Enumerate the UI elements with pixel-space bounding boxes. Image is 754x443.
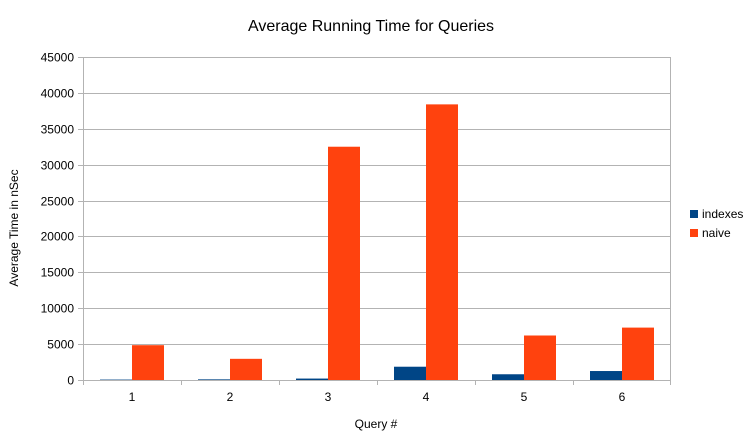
y-tick-label: 40000 [41,87,75,101]
legend-swatch-indexes [690,210,698,218]
y-tick-label: 15000 [41,266,75,280]
x-tick-label: 1 [129,390,136,404]
x-tick-label: 5 [521,390,528,404]
bar-indexes-5 [492,374,524,380]
legend-swatch-naive [690,229,698,237]
x-tick-label: 3 [325,390,332,404]
bar-naive-6 [622,327,654,380]
bar-indexes-6 [590,371,622,380]
bar-naive-5 [524,335,556,380]
x-tick-label: 6 [619,390,626,404]
bar-naive-1 [132,345,164,380]
y-tick-label: 35000 [41,123,75,137]
bar-naive-4 [426,104,458,380]
plot-frame [83,57,671,381]
gridlines [83,57,671,345]
bar-indexes-4 [394,366,426,380]
chart-title: Average Running Time for Queries [248,18,494,35]
axes: 0 5000 10000 15000 20000 25000 30000 35000 40000… [41,51,671,404]
y-tick-label: 10000 [41,302,75,316]
y-tick-label: 25000 [41,195,75,209]
x-axis-label: Query # [355,417,398,431]
y-tick-label: 5000 [47,338,74,352]
x-tick-label: 2 [227,390,234,404]
y-axis-label: Average Time in nSec [7,169,21,286]
y-tick-label: 45000 [41,51,75,65]
bars [100,104,654,380]
bar-indexes-2 [198,379,230,380]
legend-label-indexes: indexes [702,207,743,221]
y-tick-label: 0 [67,374,74,388]
legend-label-naive: naive [702,226,731,240]
y-tick-label: 30000 [41,159,75,173]
bar-naive-3 [328,146,360,380]
y-tick-label: 20000 [41,230,75,244]
bar-indexes-3 [296,378,328,380]
bar-naive-2 [230,358,262,380]
x-tick-label: 4 [423,390,430,404]
legend: indexes naive [690,207,743,240]
